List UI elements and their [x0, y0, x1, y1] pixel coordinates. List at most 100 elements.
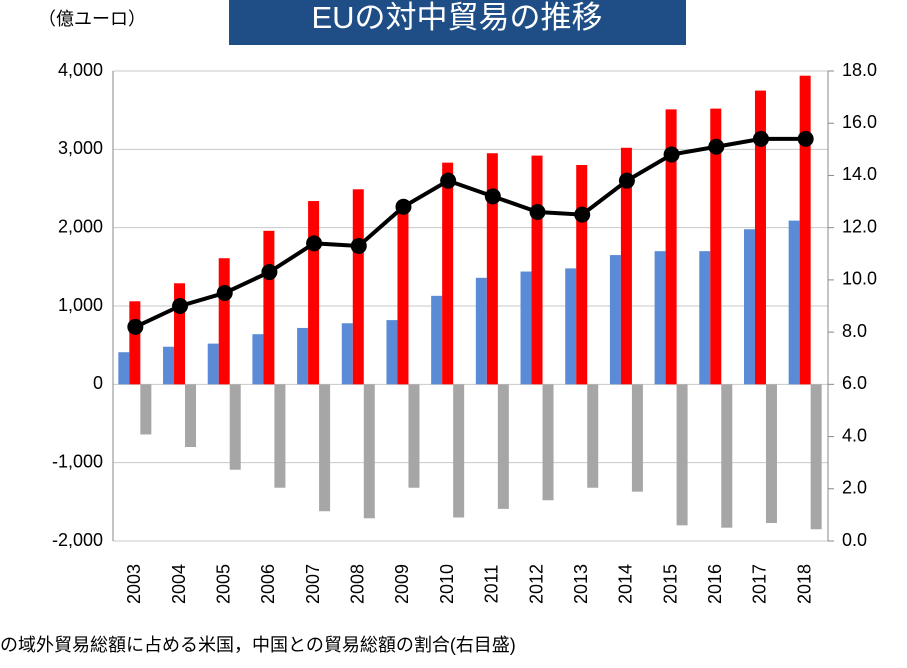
line-marker: [708, 138, 725, 155]
x-tick-label: 2012: [526, 564, 546, 604]
unit-label: （億ユーロ）: [38, 9, 146, 29]
x-tick-label: 2017: [750, 564, 770, 604]
x-tick-label: 2014: [616, 564, 636, 604]
bar: [118, 352, 130, 385]
x-tick-label: 2016: [705, 564, 725, 604]
y-tick-label: 1,000: [58, 295, 103, 315]
line-marker: [752, 130, 769, 147]
bar: [319, 384, 331, 512]
y-tick-label: 3,000: [58, 138, 103, 158]
bar: [453, 384, 465, 518]
bar: [676, 384, 688, 526]
x-tick-label: 2013: [571, 564, 591, 604]
x-tick-label: 2003: [124, 564, 144, 604]
bar: [252, 334, 264, 385]
bar: [799, 75, 811, 385]
bar: [274, 384, 286, 488]
bar: [654, 251, 666, 385]
y2-tick-label: 12.0: [842, 216, 877, 236]
y2-tick-label: 18.0: [842, 60, 877, 80]
line-marker: [618, 172, 635, 189]
x-tick-label: 2010: [437, 564, 457, 604]
title-box: [229, 0, 686, 45]
y2-tick-label: 16.0: [842, 112, 877, 132]
line-marker: [216, 284, 233, 301]
bar: [185, 384, 197, 447]
x-tick-label: 2005: [213, 564, 233, 604]
bar: [743, 229, 755, 385]
line-marker: [127, 318, 144, 335]
bar: [699, 251, 711, 385]
bar: [765, 384, 777, 523]
bar: [218, 258, 230, 385]
line-marker: [306, 235, 323, 252]
bar: [710, 108, 722, 385]
y-tick-label: 2,000: [58, 216, 103, 236]
bar: [609, 255, 621, 385]
y2-tick-label: 14.0: [842, 164, 877, 184]
y-tick-label: -2,000: [52, 530, 103, 550]
line-marker: [797, 130, 814, 147]
bar: [665, 109, 677, 385]
bar: [129, 301, 141, 385]
bar: [229, 384, 241, 470]
line-marker: [395, 198, 412, 215]
y-tick-label: 0: [93, 373, 103, 393]
bar: [408, 384, 420, 488]
bar: [341, 323, 353, 385]
chart-title: EUの対中貿易の推移: [311, 0, 602, 35]
line-marker: [574, 206, 591, 223]
bar: [520, 271, 532, 385]
bar: [363, 384, 375, 519]
line-marker: [484, 188, 501, 205]
line-marker: [663, 146, 680, 163]
bar: [531, 155, 543, 385]
line-marker: [350, 237, 367, 254]
bar: [431, 295, 443, 385]
bar: [565, 268, 577, 385]
x-tick-label: 2007: [303, 564, 323, 604]
y2-tick-label: 8.0: [842, 321, 867, 341]
bar: [163, 346, 175, 385]
x-tick-label: 2006: [258, 564, 278, 604]
bar: [207, 343, 219, 385]
bar: [174, 283, 186, 385]
y2-tick-label: 0.0: [842, 530, 867, 550]
bar: [140, 384, 152, 435]
bar: [497, 384, 509, 509]
bar: [352, 189, 364, 385]
line-marker: [440, 172, 457, 189]
bar: [542, 384, 554, 501]
bar: [475, 277, 487, 385]
x-tick-label: 2009: [392, 564, 412, 604]
y2-tick-label: 2.0: [842, 478, 867, 498]
x-tick-label: 2011: [482, 565, 502, 604]
bar: [263, 230, 275, 385]
bar: [486, 153, 498, 385]
bar: [631, 384, 643, 492]
y2-tick-label: 4.0: [842, 425, 867, 445]
bar: [576, 165, 588, 385]
line-marker: [172, 298, 189, 314]
x-tick-label: 2015: [660, 564, 680, 604]
footnote: の域外貿易総額に占める米国，中国との貿易総額の割合(右目盛): [0, 635, 516, 655]
bar: [442, 162, 454, 385]
bar: [788, 220, 800, 385]
bar: [587, 384, 599, 488]
bar: [754, 90, 766, 385]
bar: [620, 147, 632, 385]
line: [134, 136, 806, 329]
bar: [721, 384, 733, 528]
x-tick-label: 2004: [169, 564, 189, 604]
bar: [386, 320, 398, 385]
x-tick-label: 2018: [794, 564, 814, 604]
y2-tick-label: 6.0: [842, 373, 867, 393]
y-tick-label: -1,000: [52, 451, 103, 471]
y-tick-label: 4,000: [58, 60, 103, 80]
x-tick-label: 2008: [348, 564, 368, 604]
line-marker: [529, 204, 546, 220]
bar: [308, 201, 320, 385]
y2-tick-label: 10.0: [842, 269, 877, 289]
